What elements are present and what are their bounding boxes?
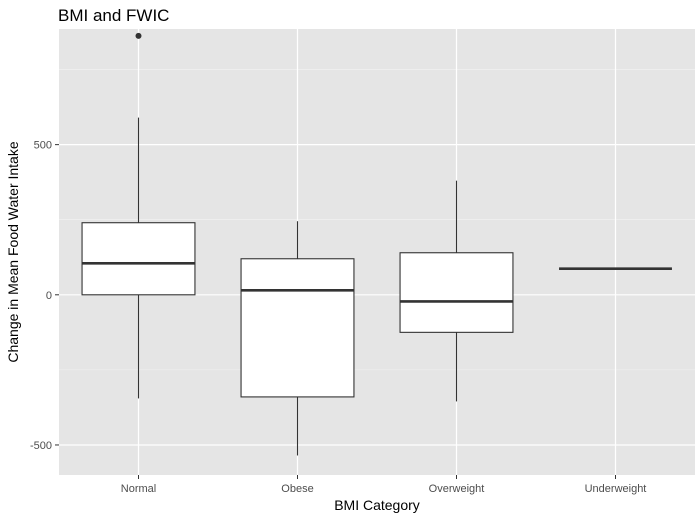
x-tick-label: Normal: [121, 483, 156, 495]
grid-minor: [59, 69, 695, 371]
x-tick-label: Overweight: [429, 483, 485, 495]
x-axis-title: BMI Category: [334, 497, 420, 513]
y-axis-title: Change in Mean Food Water Intake: [5, 141, 21, 362]
outlier-point: [135, 32, 142, 39]
boxes-layer: [81, 32, 672, 456]
y-tick-label: 0: [46, 290, 52, 302]
x-tick-label: Underweight: [585, 483, 647, 495]
y-tick-label: -500: [30, 440, 52, 452]
grid-major: [59, 29, 695, 475]
y-axis: -500 0 500: [30, 140, 59, 452]
chart-title: BMI and FWIC: [58, 6, 169, 25]
y-tick-label: 500: [34, 140, 52, 152]
box-iqr: [81, 222, 196, 296]
box-overweight: [399, 180, 514, 402]
box-obese: [240, 221, 355, 456]
x-tick-label: Obese: [281, 483, 313, 495]
box-iqr: [399, 252, 514, 333]
box-iqr: [240, 258, 355, 398]
box-normal: [81, 32, 196, 399]
x-axis: Normal Obese Overweight Underweight: [121, 475, 647, 495]
